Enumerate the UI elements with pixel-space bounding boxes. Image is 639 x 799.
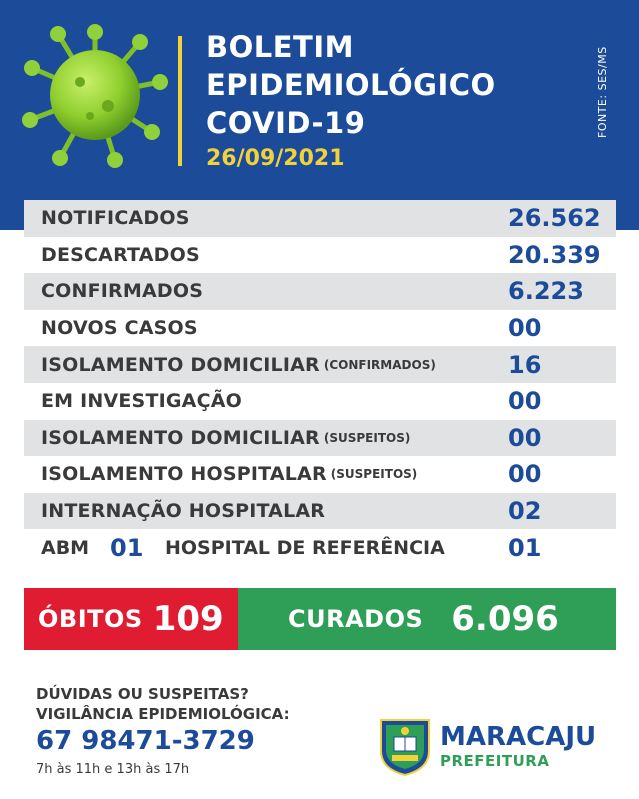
row-value: 00 [508, 423, 542, 452]
row-label: ISOLAMENTO DOMICILIAR [41, 426, 320, 449]
row-label: EM INVESTIGAÇÃO [41, 390, 242, 413]
table-row: ISOLAMENTO DOMICILIAR (CONFIRMADOS) 16 [24, 346, 616, 383]
bulletin-date: 26/09/2021 [206, 146, 345, 171]
phone-number: 67 98471-3729 [36, 726, 255, 756]
row-sublabel: (SUSPEITOS) [323, 430, 411, 445]
obitos-banner: ÓBITOS 109 [24, 588, 238, 650]
row-label: DESCARTADOS [41, 243, 200, 266]
row-value: 02 [508, 497, 542, 526]
table-row: EM INVESTIGAÇÃO 00 [24, 382, 616, 420]
header-divider [178, 36, 182, 166]
abm-value: 01 [110, 534, 144, 563]
curados-value: 6.096 [451, 599, 559, 639]
row-value: 00 [508, 314, 542, 343]
row-label: INTERNAÇÃO HOSPITALAR [41, 500, 326, 523]
row-value: 20.339 [508, 240, 601, 269]
contact-line-2: VIGILÂNCIA EPIDEMIOLÓGICA: [36, 705, 290, 723]
row-sublabel: (CONFIRMADOS) [323, 357, 436, 372]
abm-row: ABM 01 HOSPITAL DE REFERÊNCIA 01 [24, 529, 616, 566]
page-title: BOLETIM EPIDEMIOLÓGICO COVID-19 [206, 28, 496, 142]
table-row: CONFIRMADOS 6.223 [24, 273, 616, 310]
prefeitura-label: PREFEITURA [440, 752, 550, 770]
city-crest-icon [380, 719, 430, 777]
row-value: 00 [508, 387, 542, 416]
curados-label: CURADOS [288, 605, 424, 633]
title-line-2: EPIDEMIOLÓGICO [206, 68, 496, 102]
source-label: FONTE: SES/MS [596, 46, 609, 138]
stats-table: NOTIFICADOS 26.562 DESCARTADOS 20.339 CO… [24, 200, 616, 566]
row-value: 00 [508, 460, 542, 489]
table-row: ISOLAMENTO HOSPITALAR (SUSPEITOS) 00 [24, 456, 616, 493]
city-name: MARACAJU [440, 722, 597, 752]
row-label: ISOLAMENTO DOMICILIAR [41, 353, 320, 376]
obitos-value: 109 [152, 599, 224, 639]
table-row: INTERNAÇÃO HOSPITALAR 02 [24, 492, 616, 530]
title-line-1: BOLETIM [206, 30, 354, 64]
row-value: 16 [508, 350, 542, 379]
row-value: 26.562 [508, 204, 601, 233]
row-label: NOTIFICADOS [41, 207, 190, 230]
title-line-3: COVID-19 [206, 106, 366, 140]
obitos-label: ÓBITOS [38, 605, 143, 633]
contact-line-1: DÚVIDAS OU SUSPEITAS? [36, 685, 249, 703]
row-label: NOVOS CASOS [41, 317, 198, 340]
table-row: NOVOS CASOS 00 [24, 309, 616, 347]
table-row: NOTIFICADOS 26.562 [24, 200, 616, 237]
office-hours: 7h às 11h e 13h às 17h [36, 762, 190, 777]
curados-banner: CURADOS 6.096 [238, 588, 616, 650]
contact-heading: DÚVIDAS OU SUSPEITAS? VIGILÂNCIA EPIDEMI… [36, 684, 290, 724]
abm-label: ABM [41, 537, 90, 560]
virus-icon [22, 24, 168, 168]
row-label: ISOLAMENTO HOSPITALAR [41, 463, 327, 486]
hospital-label: HOSPITAL DE REFERÊNCIA [165, 537, 445, 560]
table-row: ISOLAMENTO DOMICILIAR (SUSPEITOS) 00 [24, 419, 616, 457]
header-banner: BOLETIM EPIDEMIOLÓGICO COVID-19 26/09/20… [0, 0, 639, 230]
row-value: 6.223 [508, 277, 584, 306]
hospital-value: 01 [508, 534, 542, 563]
table-row: DESCARTADOS 20.339 [24, 236, 616, 274]
row-sublabel: (SUSPEITOS) [330, 467, 418, 482]
row-label: CONFIRMADOS [41, 280, 204, 303]
